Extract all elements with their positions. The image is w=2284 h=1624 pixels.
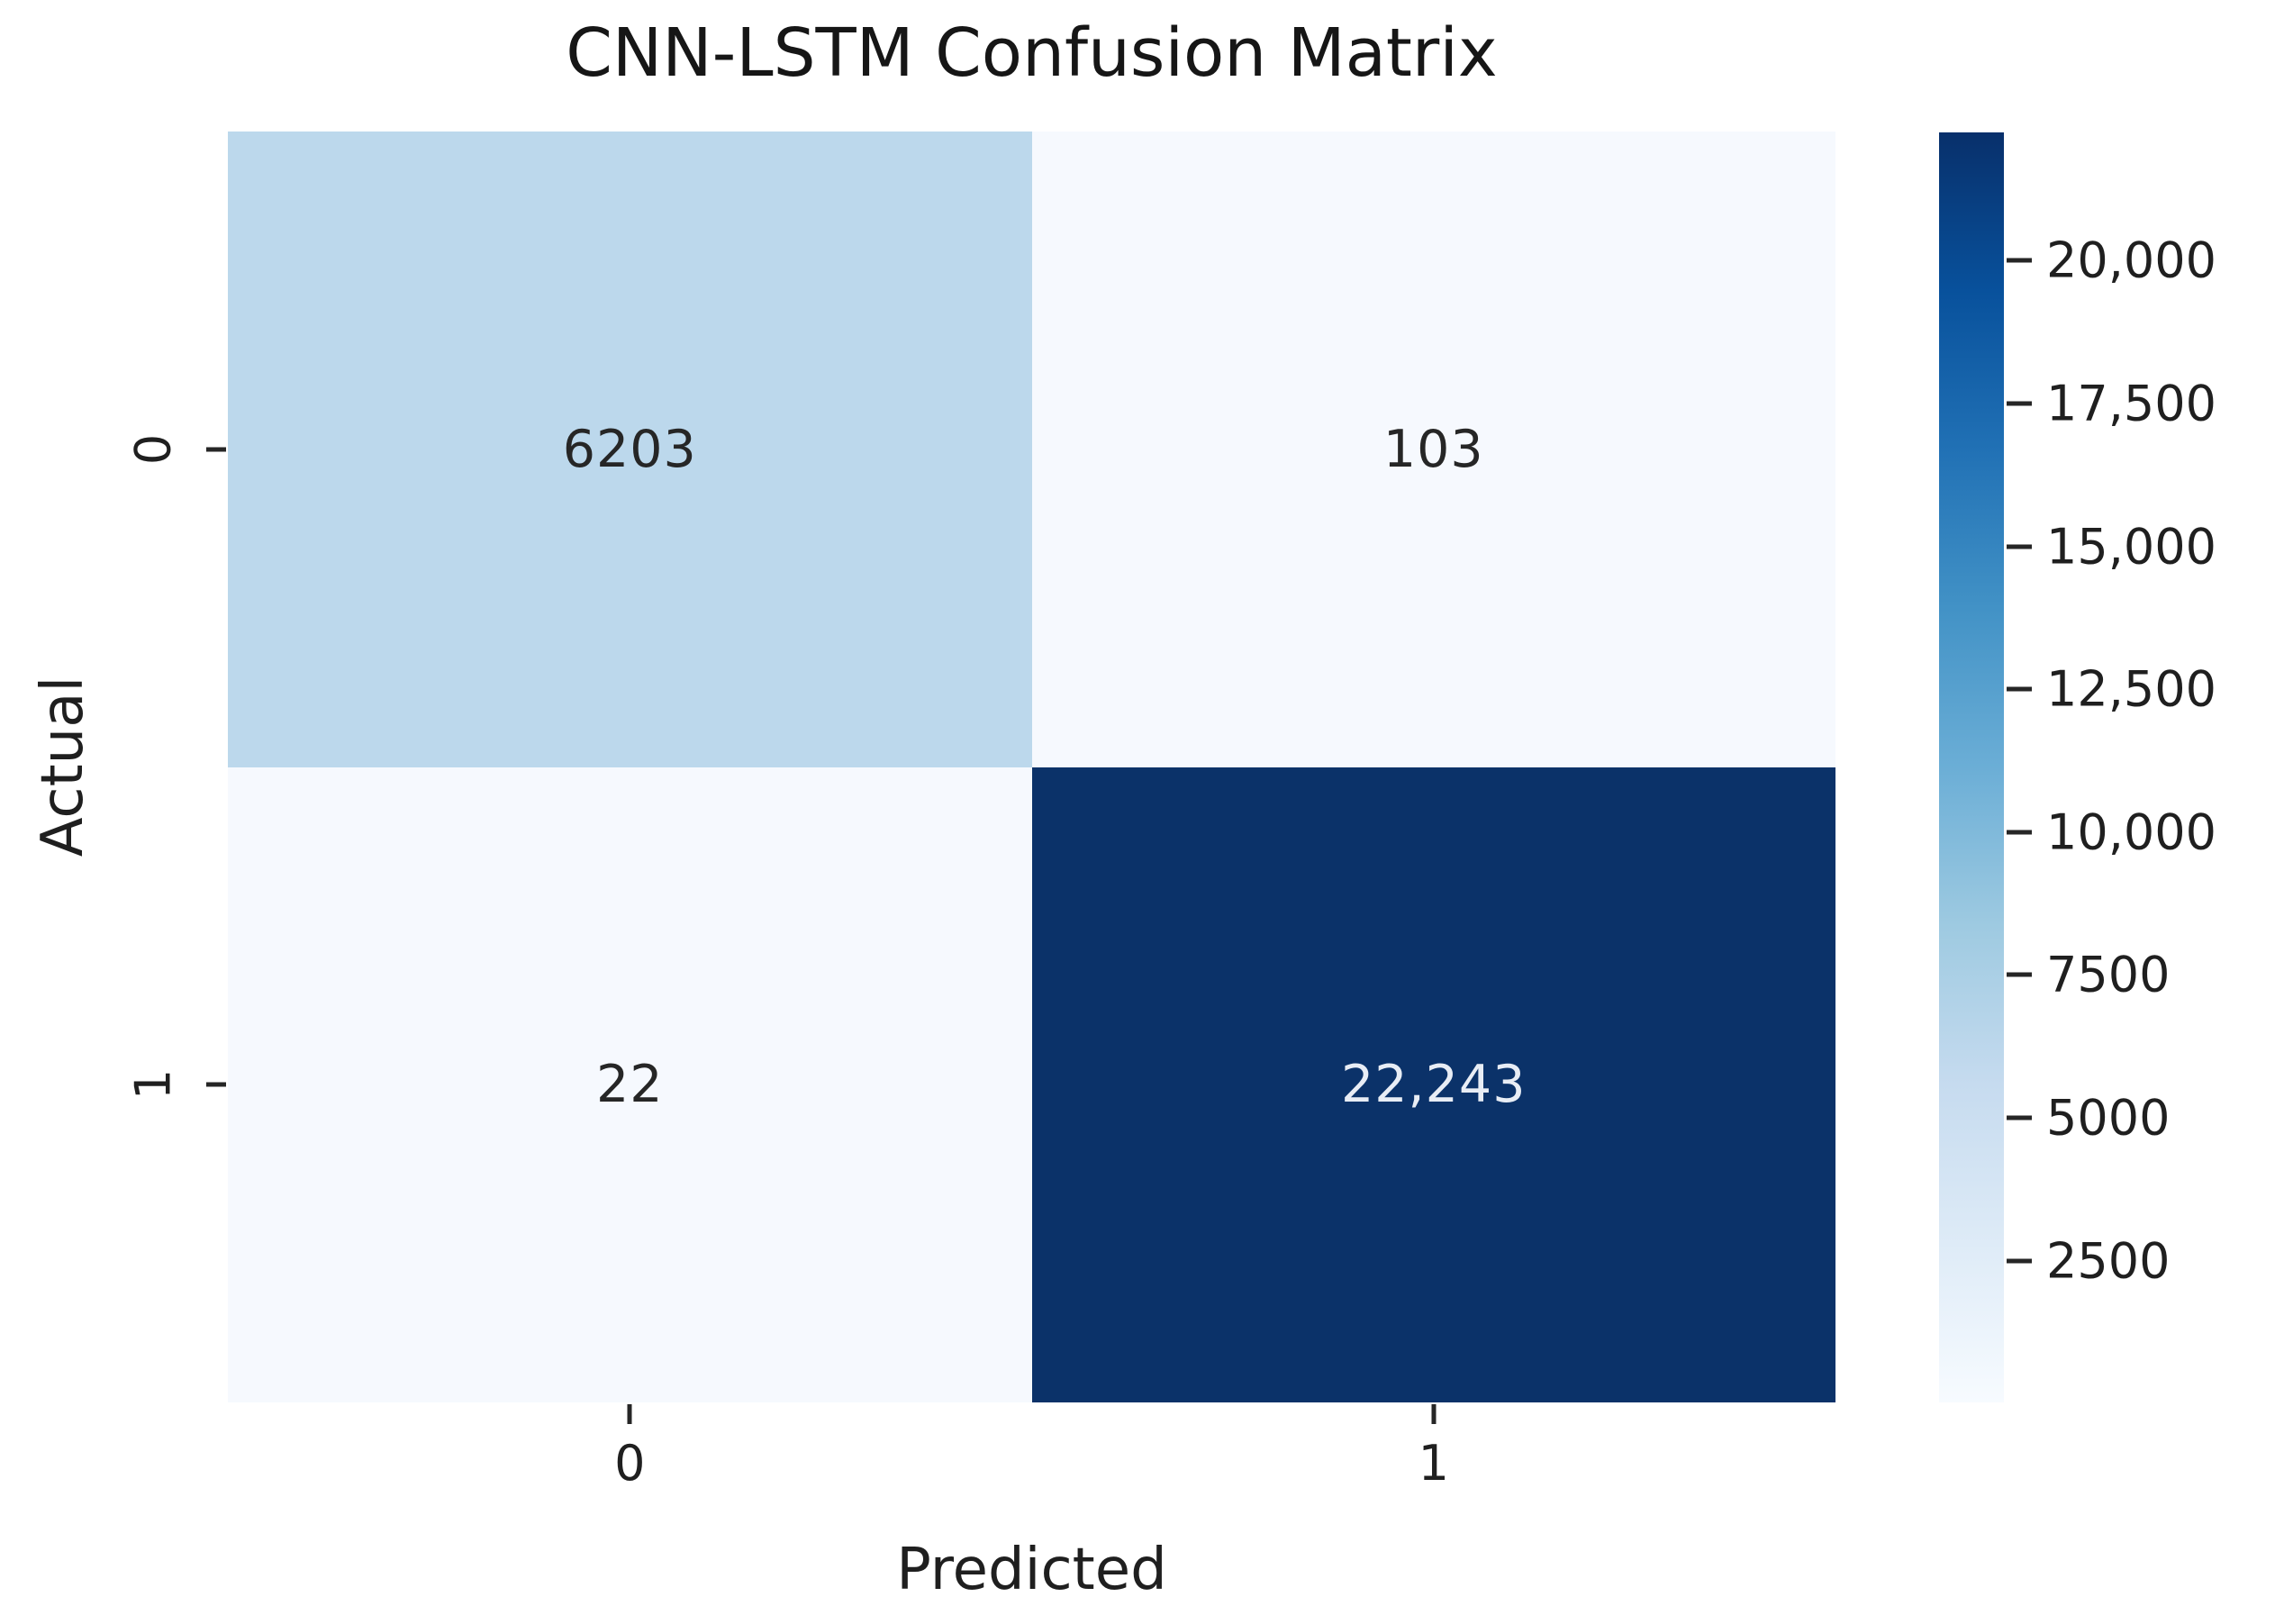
y-tick-label-1: 1 — [124, 1069, 182, 1101]
colorbar-tick-mark-10000 — [2007, 830, 2032, 835]
colorbar — [1939, 132, 2004, 1402]
heatmap-cell-r0c0: 6203 — [228, 132, 1032, 767]
colorbar-tick-label-12500: 12,500 — [2046, 660, 2216, 718]
y-axis-label: Actual — [30, 676, 96, 857]
x-axis-label: Predicted — [896, 1537, 1167, 1603]
heatmap-grid: 6203 103 22 22,243 — [228, 132, 1835, 1402]
x-tick-mark-1 — [1431, 1404, 1437, 1424]
colorbar-tick-label-15000: 15,000 — [2046, 518, 2216, 576]
colorbar-tick-mark-17500 — [2007, 401, 2032, 406]
colorbar-tick-label-20000: 20,000 — [2046, 231, 2216, 289]
x-tick-label-0: 0 — [614, 1435, 646, 1492]
colorbar-tick-label-2500: 2500 — [2046, 1232, 2171, 1290]
colorbar-tick-label-10000: 10,000 — [2046, 803, 2216, 861]
y-tick-mark-0 — [206, 447, 226, 452]
colorbar-tick-mark-5000 — [2007, 1115, 2032, 1120]
chart-title: CNN-LSTM Confusion Matrix — [566, 14, 1498, 92]
colorbar-tick-label-17500: 17,500 — [2046, 375, 2216, 432]
x-tick-mark-0 — [627, 1404, 632, 1424]
colorbar-tick-mark-12500 — [2007, 686, 2032, 692]
colorbar-tick-mark-20000 — [2007, 258, 2032, 263]
x-tick-label-1: 1 — [1418, 1435, 1449, 1492]
colorbar-tick-mark-2500 — [2007, 1258, 2032, 1264]
colorbar-tick-label-5000: 5000 — [2046, 1089, 2171, 1147]
heatmap-cell-r1c0: 22 — [228, 767, 1032, 1402]
heatmap-cell-r1c1: 22,243 — [1031, 767, 1835, 1402]
colorbar-tick-mark-7500 — [2007, 972, 2032, 977]
colorbar-tick-mark-15000 — [2007, 544, 2032, 549]
heatmap-cell-r0c1: 103 — [1031, 132, 1835, 767]
colorbar-tick-label-7500: 7500 — [2046, 946, 2171, 1003]
y-tick-label-0: 0 — [124, 433, 182, 465]
y-tick-mark-1 — [206, 1082, 226, 1087]
